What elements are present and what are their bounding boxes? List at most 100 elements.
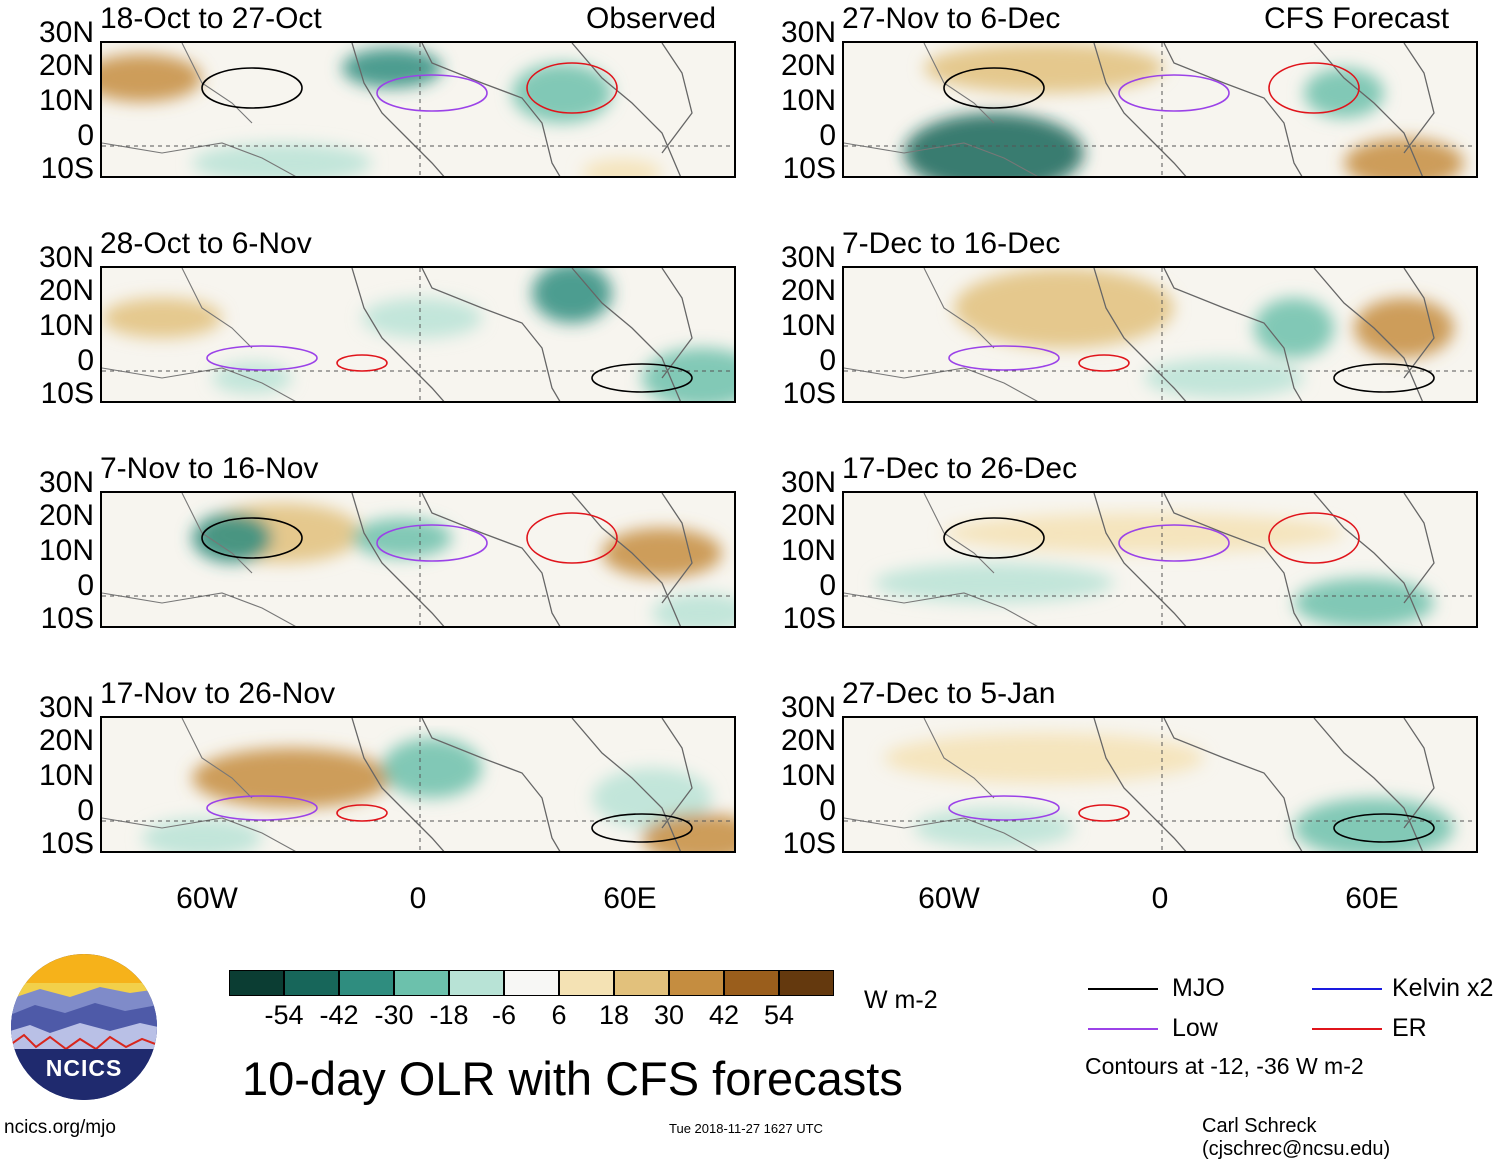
legend-low-label: Low (1172, 1014, 1218, 1042)
lat-label: 10S (782, 152, 836, 185)
olr-map-panel (100, 491, 736, 628)
lat-label: 30N (780, 16, 836, 49)
lat-label: 10N (38, 309, 94, 342)
footer-timestamp: Tue 2018-11-27 1627 UTC (669, 1121, 823, 1136)
lat-label: 10S (782, 602, 836, 635)
colorbar-swatch (339, 970, 394, 996)
olr-anomaly-field (102, 493, 734, 626)
lat-label: 0 (77, 344, 94, 377)
legend-mjo-line (1088, 988, 1158, 990)
legend-er-label: ER (1392, 1014, 1427, 1042)
lat-label: 20N (780, 499, 836, 532)
colorbar-tick-label: 54 (763, 1000, 795, 1030)
lat-label: 10S (40, 377, 94, 410)
colorbar-swatch (229, 970, 284, 996)
panel-title: 27-Nov to 6-Dec (842, 2, 1061, 35)
olr-map-panel (842, 491, 1478, 628)
lat-label: 0 (819, 119, 836, 152)
colorbar-swatch (559, 970, 614, 996)
panel-title: 7-Dec to 16-Dec (842, 227, 1061, 260)
lat-label: 20N (38, 724, 94, 757)
lat-label: 10S (782, 377, 836, 410)
lon-label: 60E (1345, 882, 1399, 915)
lon-label: 0 (409, 882, 427, 915)
legend-note: Contours at -12, -36 W m-2 (1085, 1053, 1364, 1079)
lat-label: 30N (38, 241, 94, 274)
lat-label: 10N (38, 759, 94, 792)
lon-label: 60W (176, 882, 238, 915)
olr-anomaly-field (844, 268, 1476, 401)
lat-label: 0 (77, 119, 94, 152)
lat-label: 0 (819, 569, 836, 602)
lat-label: 10N (780, 84, 836, 117)
panel-title: 28-Oct to 6-Nov (100, 227, 312, 260)
olr-map-panel (100, 716, 736, 853)
colorbar-units: W m-2 (864, 986, 938, 1014)
olr-map-panel (842, 266, 1478, 403)
logo-text: NCICS (45, 1055, 123, 1081)
lat-label: 0 (819, 344, 836, 377)
lat-label: 20N (780, 49, 836, 82)
legend-mjo-label: MJO (1172, 974, 1225, 1002)
lat-label: 10N (38, 84, 94, 117)
panel-title: 17-Dec to 26-Dec (842, 452, 1078, 485)
lat-label: 30N (38, 691, 94, 724)
footer-credit: Carl Schreck (cjschrec@ncsu.edu) (1202, 1115, 1391, 1160)
colorbar-swatch (504, 970, 559, 996)
colorbar-swatch (724, 970, 779, 996)
lat-label: 10N (780, 534, 836, 567)
colorbar-tick-label: -54 (264, 1000, 304, 1030)
column-tag: Observed (586, 2, 717, 35)
lat-label: 30N (780, 466, 836, 499)
olr-map-panel (100, 41, 736, 178)
lon-label: 0 (1151, 882, 1169, 915)
lat-label: 20N (38, 49, 94, 82)
lat-label: 20N (38, 499, 94, 532)
lat-label: 10N (780, 309, 836, 342)
olr-anomaly-field (844, 493, 1476, 626)
lat-label: 0 (77, 569, 94, 602)
lat-label: 10S (782, 827, 836, 860)
olr-anomaly-field (844, 718, 1476, 851)
colorbar-swatch (449, 970, 504, 996)
olr-anomaly-field (844, 43, 1476, 176)
colorbar-tick-label: 42 (708, 1000, 740, 1030)
colorbar-tick-label: -6 (491, 1000, 516, 1030)
lat-label: 0 (819, 794, 836, 827)
ncics-logo: NCICS (10, 953, 158, 1101)
lat-label: 30N (38, 466, 94, 499)
lat-label: 10S (40, 152, 94, 185)
panel-title: 17-Nov to 26-Nov (100, 677, 336, 710)
colorbar-tick-label: -18 (429, 1000, 469, 1030)
olr-map-panel (842, 716, 1478, 853)
main-title: 10-day OLR with CFS forecasts (242, 1052, 903, 1105)
lat-label: 30N (780, 691, 836, 724)
lon-label: 60W (918, 882, 980, 915)
footer-url[interactable]: ncics.org/mjo (4, 1117, 116, 1138)
legend-er-line (1312, 1028, 1382, 1030)
panel-title: 7-Nov to 16-Nov (100, 452, 319, 485)
column-tag: CFS Forecast (1264, 2, 1450, 35)
panel-title: 18-Oct to 27-Oct (100, 2, 322, 35)
lat-label: 20N (780, 724, 836, 757)
colorbar-tick-label: -42 (319, 1000, 359, 1030)
olr-map-panel (842, 41, 1478, 178)
colorbar-tick-label: 30 (653, 1000, 685, 1030)
colorbar-swatch (614, 970, 669, 996)
lat-label: 0 (77, 794, 94, 827)
logo-icon (11, 954, 157, 1100)
legend-low-line (1088, 1028, 1158, 1030)
colorbar-tick-label: -30 (374, 1000, 414, 1030)
lat-label: 20N (38, 274, 94, 307)
olr-map-panel (100, 266, 736, 403)
lat-label: 10S (40, 827, 94, 860)
lat-label: 10S (40, 602, 94, 635)
olr-anomaly-field (102, 718, 734, 851)
colorbar-tick-label: 6 (551, 1000, 567, 1030)
olr-anomaly-field (102, 268, 734, 401)
colorbar-swatch (284, 970, 339, 996)
colorbar-swatch (669, 970, 724, 996)
lat-label: 30N (780, 241, 836, 274)
legend-kelvin-line (1312, 988, 1382, 990)
lat-label: 10N (38, 534, 94, 567)
